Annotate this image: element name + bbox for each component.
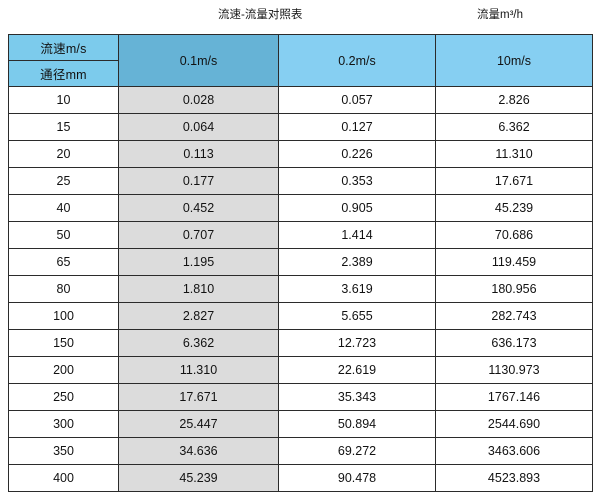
flow-table-container: 流速m/s 0.1m/s 0.2m/s 10m/s 通径mm 10 0.028 0.… (8, 34, 593, 492)
caption-row: 流速-流量对照表 流量m³/h (0, 6, 600, 28)
table-row: 10 0.028 0.057 2.826 (8, 86, 593, 114)
corner-header-velocity: 流速m/s (8, 34, 119, 61)
table-row: 200 11.310 22.619 1130.973 (8, 356, 593, 384)
cell-diameter: 350 (8, 437, 119, 465)
table-row: 150 6.362 12.723 636.173 (8, 329, 593, 357)
column-header-1: 0.2m/s (278, 34, 436, 87)
cell-flow-2: 45.239 (435, 194, 593, 222)
cell-flow-1: 0.226 (278, 140, 436, 168)
cell-diameter: 150 (8, 329, 119, 357)
cell-flow-1: 0.127 (278, 113, 436, 141)
table-head: 流速m/s 0.1m/s 0.2m/s 10m/s 通径mm (8, 34, 593, 87)
cell-diameter: 250 (8, 383, 119, 411)
cell-diameter: 15 (8, 113, 119, 141)
cell-flow-2: 4523.893 (435, 464, 593, 492)
cell-flow-1: 2.389 (278, 248, 436, 276)
cell-flow-0: 0.028 (118, 86, 279, 114)
cell-flow-2: 6.362 (435, 113, 593, 141)
cell-diameter: 20 (8, 140, 119, 168)
flow-velocity-reference-page: 流速-流量对照表 流量m³/h 流速m/s 0.1m/s 0.2m/s 10m/… (0, 6, 600, 492)
cell-flow-1: 3.619 (278, 275, 436, 303)
cell-flow-2: 1767.146 (435, 383, 593, 411)
cell-flow-2: 2.826 (435, 86, 593, 114)
cell-flow-1: 22.619 (278, 356, 436, 384)
cell-flow-2: 70.686 (435, 221, 593, 249)
cell-flow-2: 17.671 (435, 167, 593, 195)
cell-diameter: 50 (8, 221, 119, 249)
cell-flow-2: 119.459 (435, 248, 593, 276)
column-header-0: 0.1m/s (118, 34, 279, 87)
cell-diameter: 400 (8, 464, 119, 492)
table-row: 25 0.177 0.353 17.671 (8, 167, 593, 195)
cell-flow-0: 11.310 (118, 356, 279, 384)
cell-diameter: 65 (8, 248, 119, 276)
cell-flow-1: 0.905 (278, 194, 436, 222)
table-row: 250 17.671 35.343 1767.146 (8, 383, 593, 411)
table-row: 80 1.810 3.619 180.956 (8, 275, 593, 303)
header-row-bottom: 通径mm (8, 60, 593, 87)
cell-flow-2: 180.956 (435, 275, 593, 303)
cell-flow-0: 1.810 (118, 275, 279, 303)
cell-flow-0: 45.239 (118, 464, 279, 492)
cell-flow-2: 11.310 (435, 140, 593, 168)
table-row: 20 0.113 0.226 11.310 (8, 140, 593, 168)
table-row: 400 45.239 90.478 4523.893 (8, 464, 593, 492)
table-row: 300 25.447 50.894 2544.690 (8, 410, 593, 438)
table-row: 350 34.636 69.272 3463.606 (8, 437, 593, 465)
flow-unit-label: 流量m³/h (477, 9, 523, 21)
cell-diameter: 100 (8, 302, 119, 330)
cell-diameter: 80 (8, 275, 119, 303)
cell-flow-1: 90.478 (278, 464, 436, 492)
table-row: 40 0.452 0.905 45.239 (8, 194, 593, 222)
cell-flow-0: 0.707 (118, 221, 279, 249)
cell-flow-1: 1.414 (278, 221, 436, 249)
cell-flow-1: 35.343 (278, 383, 436, 411)
cell-flow-1: 12.723 (278, 329, 436, 357)
cell-flow-1: 0.353 (278, 167, 436, 195)
cell-diameter: 10 (8, 86, 119, 114)
header-row-top: 流速m/s 0.1m/s 0.2m/s 10m/s (8, 34, 593, 87)
cell-flow-0: 1.195 (118, 248, 279, 276)
cell-flow-0: 0.177 (118, 167, 279, 195)
table-row: 15 0.064 0.127 6.362 (8, 113, 593, 141)
table-row: 100 2.827 5.655 282.743 (8, 302, 593, 330)
table-row: 65 1.195 2.389 119.459 (8, 248, 593, 276)
cell-diameter: 300 (8, 410, 119, 438)
cell-flow-2: 282.743 (435, 302, 593, 330)
table-row: 50 0.707 1.414 70.686 (8, 221, 593, 249)
column-header-2: 10m/s (435, 34, 593, 87)
cell-diameter: 25 (8, 167, 119, 195)
cell-flow-0: 0.064 (118, 113, 279, 141)
cell-flow-0: 25.447 (118, 410, 279, 438)
cell-flow-1: 50.894 (278, 410, 436, 438)
cell-flow-2: 636.173 (435, 329, 593, 357)
cell-flow-2: 1130.973 (435, 356, 593, 384)
flow-velocity-table: 流速m/s 0.1m/s 0.2m/s 10m/s 通径mm 10 0.028 0.… (8, 34, 593, 492)
cell-flow-2: 2544.690 (435, 410, 593, 438)
corner-header-diameter: 通径mm (8, 60, 119, 87)
cell-flow-0: 17.671 (118, 383, 279, 411)
cell-flow-0: 2.827 (118, 302, 279, 330)
table-title: 流速-流量对照表 (218, 9, 303, 21)
cell-diameter: 40 (8, 194, 119, 222)
cell-flow-0: 0.113 (118, 140, 279, 168)
cell-flow-1: 5.655 (278, 302, 436, 330)
cell-flow-1: 69.272 (278, 437, 436, 465)
cell-flow-0: 6.362 (118, 329, 279, 357)
cell-flow-1: 0.057 (278, 86, 436, 114)
cell-flow-2: 3463.606 (435, 437, 593, 465)
cell-flow-0: 34.636 (118, 437, 279, 465)
table-body: 10 0.028 0.057 2.826 15 0.064 0.127 6.362 20 0.11… (8, 86, 593, 492)
cell-flow-0: 0.452 (118, 194, 279, 222)
cell-diameter: 200 (8, 356, 119, 384)
